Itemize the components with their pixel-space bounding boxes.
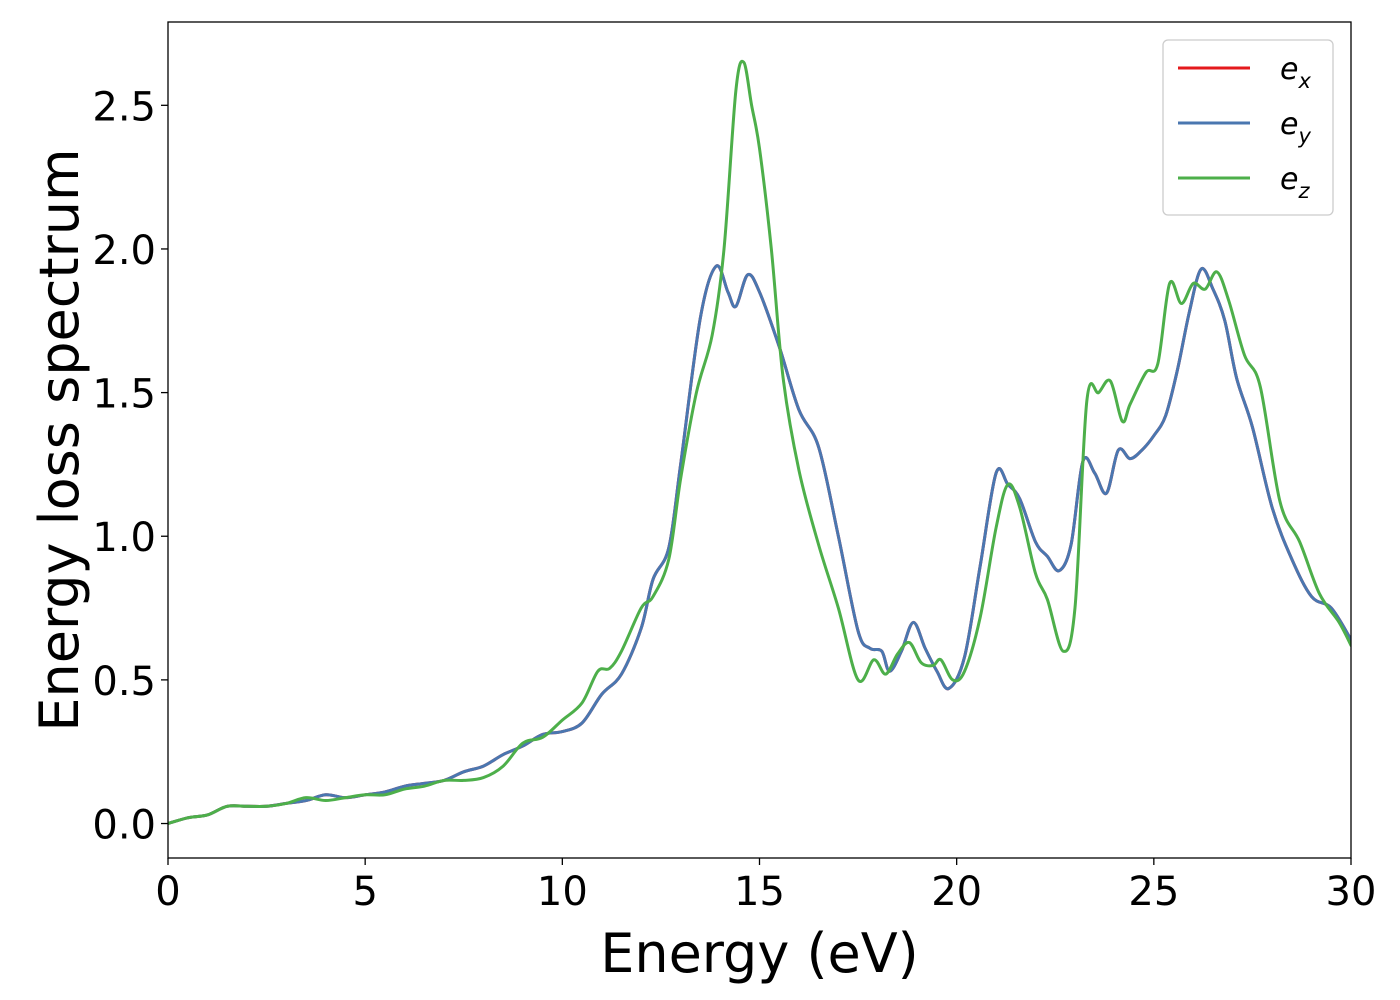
series-line-e-z (168, 59, 1351, 826)
x-axis-label: Energy (eV) (600, 922, 919, 985)
y-tick-label: 0.5 (92, 659, 156, 705)
y-tick-label: 2.0 (92, 228, 156, 274)
y-tick-label: 1.5 (92, 372, 156, 418)
plot-area (168, 59, 1351, 826)
x-tick-label: 15 (734, 869, 785, 915)
x-tick-label: 30 (1326, 869, 1377, 915)
series-line-e-y (168, 264, 1351, 826)
legend-label-subscript: x (1297, 69, 1311, 93)
x-tick-label: 5 (352, 869, 377, 915)
y-axis-label: Energy loss spectrum (28, 148, 91, 731)
y-tick-label: 0.0 (92, 803, 156, 849)
x-tick-label: 0 (155, 869, 180, 915)
legend-label-base: e (1280, 52, 1298, 87)
y-tick-label: 1.0 (92, 515, 156, 561)
legend-label-e-y: ey (1280, 107, 1311, 148)
legend-label-base: e (1280, 162, 1298, 197)
legend-label-subscript: y (1297, 124, 1311, 148)
legend-box (1162, 39, 1334, 216)
axes: 0 5 10 15 20 25 30 0.0 0.5 1.0 1.5 2.0 2.5 (92, 21, 1377, 915)
legend-label-subscript: z (1297, 179, 1310, 203)
legend-label-base: e (1280, 107, 1298, 142)
x-tick-label: 25 (1128, 869, 1179, 915)
y-tick-label: 2.5 (92, 84, 156, 130)
legend-label-e-z: ez (1280, 162, 1310, 203)
x-tick-label: 10 (537, 869, 588, 915)
x-tick-label: 20 (931, 869, 982, 915)
legend-label-e-x: ex (1280, 52, 1311, 93)
